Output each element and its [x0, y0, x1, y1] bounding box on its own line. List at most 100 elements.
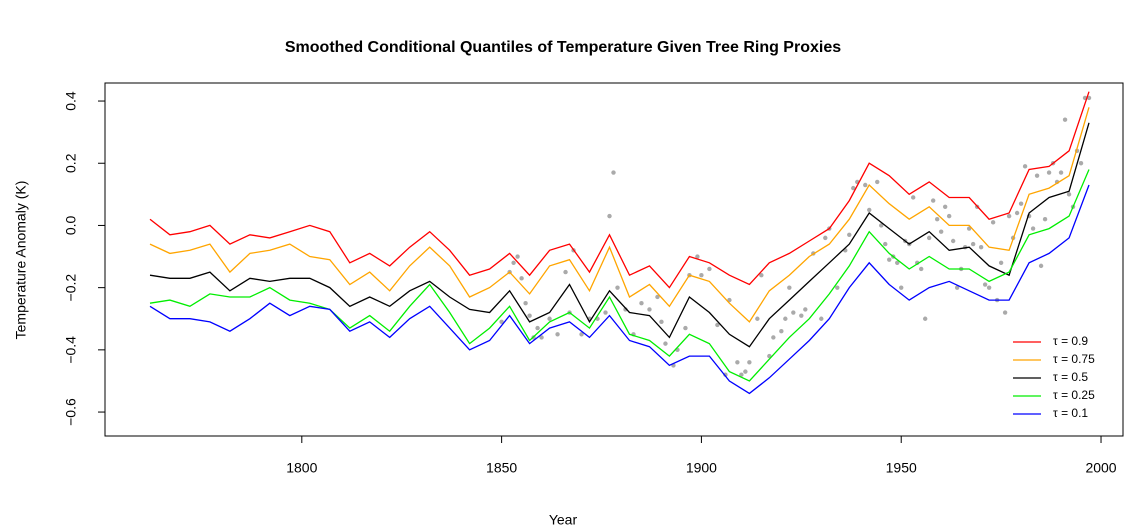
- y-axis-label: Temperature Anomaly (K): [13, 181, 29, 340]
- observation-point: [755, 316, 760, 321]
- observation-point: [1030, 226, 1036, 231]
- observation-point: [887, 257, 892, 262]
- observation-point: [747, 360, 752, 365]
- observation-point: [539, 335, 544, 340]
- observation-point: [695, 254, 700, 259]
- y-tick-label: −0.4: [63, 336, 79, 364]
- observation-point: [950, 238, 956, 244]
- legend-label: τ = 0.9: [1053, 334, 1088, 348]
- observation-point: [647, 307, 652, 312]
- observation-point: [883, 241, 888, 247]
- observation-point: [954, 285, 960, 290]
- observation-point: [759, 273, 764, 278]
- quantile-line: [149, 91, 1090, 289]
- observation-point: [783, 316, 788, 321]
- observation-point: [851, 185, 856, 191]
- observation-point: [803, 307, 808, 312]
- observation-point: [1078, 161, 1084, 166]
- observation-point: [819, 316, 824, 321]
- observation-point: [934, 217, 940, 222]
- x-tick-label: 1900: [686, 460, 717, 476]
- y-tick-label: 0.4: [63, 91, 79, 111]
- quantile-line: [149, 107, 1090, 323]
- observation-point: [986, 285, 992, 290]
- observation-point: [990, 220, 996, 225]
- observation-point: [683, 325, 688, 331]
- legend-label: τ = 0.5: [1053, 370, 1088, 384]
- observation-point: [918, 266, 924, 272]
- quantile-line: [149, 122, 1090, 348]
- observation-point: [911, 195, 916, 200]
- observation-point: [787, 285, 792, 290]
- observation-point: [639, 300, 644, 306]
- observation-point: [563, 269, 568, 275]
- observation-point: [659, 319, 664, 325]
- observation-point: [779, 328, 784, 334]
- observation-point: [1022, 164, 1028, 169]
- observation-point: [579, 332, 584, 337]
- legend-label: τ = 0.1: [1053, 406, 1088, 420]
- x-tick-label: 1850: [486, 460, 517, 476]
- observation-point: [847, 232, 852, 237]
- observation-point: [699, 273, 704, 278]
- observation-point: [970, 241, 976, 247]
- legend-label: τ = 0.25: [1053, 388, 1095, 402]
- observation-point: [791, 310, 796, 315]
- x-tick-label: 1950: [886, 460, 917, 476]
- observation-point: [1002, 310, 1008, 315]
- observation-point: [938, 229, 944, 234]
- observation-point: [527, 313, 532, 318]
- observation-point: [1006, 213, 1012, 219]
- observation-point: [863, 182, 868, 188]
- observation-point: [515, 254, 520, 259]
- observation-point: [547, 316, 552, 321]
- observation-point: [1058, 170, 1064, 175]
- quantile-line: [149, 169, 1090, 382]
- y-tick-label: 0.2: [63, 153, 79, 173]
- observation-point: [499, 319, 504, 325]
- quantile-line: [149, 184, 1090, 395]
- observation-point: [1034, 173, 1040, 178]
- observation-point: [799, 313, 804, 318]
- observation-point: [523, 300, 528, 306]
- observation-point: [623, 307, 628, 312]
- observation-point: [739, 372, 744, 377]
- observation-point: [511, 260, 516, 265]
- observation-point: [555, 332, 560, 337]
- observation-point: [655, 294, 660, 300]
- observation-point: [603, 310, 608, 315]
- observation-point: [1046, 170, 1052, 175]
- observation-point: [942, 204, 948, 209]
- observation-point: [1018, 201, 1024, 206]
- chart-title: Smoothed Conditional Quantiles of Temper…: [285, 39, 841, 56]
- observation-point: [926, 235, 932, 241]
- observation-point: [663, 341, 668, 346]
- observation-point: [615, 285, 620, 290]
- observation-point: [1038, 263, 1044, 269]
- observation-point: [743, 369, 748, 374]
- observation-point: [519, 276, 524, 281]
- observation-point: [879, 223, 884, 228]
- observation-point: [930, 198, 936, 203]
- observation-point: [735, 360, 740, 365]
- observation-point: [823, 235, 828, 241]
- observation-point: [1062, 117, 1068, 122]
- y-tick-label: −0.6: [63, 398, 79, 426]
- x-tick-label: 2000: [1085, 460, 1116, 476]
- x-axis-label: Year: [549, 512, 578, 528]
- observation-point: [607, 213, 612, 219]
- observation-point: [1066, 192, 1072, 197]
- observation-point: [835, 285, 840, 290]
- observation-point: [1042, 217, 1048, 222]
- y-tick-label: −0.2: [63, 274, 79, 302]
- observation-point: [998, 260, 1004, 265]
- observation-point: [867, 207, 872, 213]
- observation-point: [982, 282, 988, 287]
- observation-point: [1014, 210, 1020, 216]
- x-tick-label: 1800: [286, 460, 317, 476]
- observation-point: [707, 266, 712, 272]
- observation-point: [922, 316, 928, 321]
- observation-point: [875, 179, 880, 185]
- observation-point: [899, 285, 904, 290]
